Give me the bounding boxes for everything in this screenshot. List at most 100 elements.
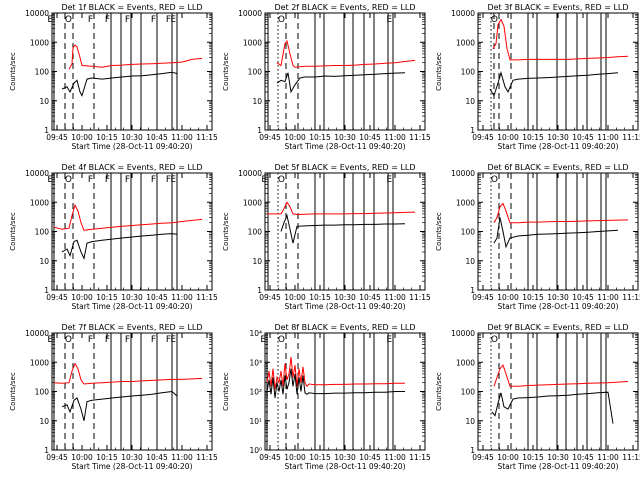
events-rate-line [266,368,405,399]
y-tick-label: 10⁰ [249,446,262,455]
detector-panel-8: Det 8f BLACK = Events, RED = LLD 10⁰ 10¹ 10… [222,323,431,471]
event-marker-label: E [170,175,176,185]
detector-panel-5: Det 5f BLACK = Events, RED = LLD 1 10 100 10… [222,163,431,311]
x-tick-label: 09:45 [259,293,281,302]
y-tick-label: 100 [248,228,263,237]
x-axis-label: Start Time (28-Oct-11 09:40:20) [497,302,618,311]
x-tick-label: 09:45 [46,453,68,462]
event-marker-label: F [151,175,156,185]
event-marker-label: F [88,335,93,345]
panel-title: Det 2f BLACK = Events, RED = LLD [274,3,415,12]
y-tick-label: 1 [257,126,262,135]
y-axis-label: Counts/sec [435,212,443,251]
panel-title: Det 7f BLACK = Events, RED = LLD [61,323,202,332]
x-tick-label: 09:45 [472,453,494,462]
y-tick-label: 100 [461,228,476,237]
event-marker-label: E [47,175,53,185]
x-tick-label: 11:15 [622,293,640,302]
x-tick-label: 11:00 [597,453,619,462]
x-tick-label: 10:45 [146,293,168,302]
events-rate-line [276,72,406,94]
plot-frame [264,12,426,131]
x-tick-label: 09:45 [472,133,494,142]
events-rate-line [493,217,619,249]
event-marker-label: F [166,15,171,25]
y-axis-label: Counts/sec [9,52,17,91]
panel-title: Det 1f BLACK = Events, RED = LLD [61,3,202,12]
y-tick-label: 10 [465,257,475,266]
event-marker-label: F [105,335,110,345]
lld-rate-line [493,202,629,224]
x-tick-label: 10:15 [96,293,118,302]
x-tick-label: 11:00 [171,293,193,302]
y-tick-label: 10000 [238,169,262,178]
panel-title: Det 8f BLACK = Events, RED = LLD [274,323,415,332]
event-marker-label: O [491,175,498,185]
x-tick-label: 11:15 [409,293,431,302]
x-tick-label: 11:00 [171,453,193,462]
y-tick-label: 1 [44,126,49,135]
lld-rate-line [276,39,416,68]
x-tick-label: 10:15 [522,453,544,462]
events-rate-line [280,213,406,244]
event-marker-label: E [47,15,53,25]
y-tick-label: 10000 [25,169,49,178]
event-marker-label: F [88,175,93,185]
events-rate-line [61,233,178,261]
detector-panel-6: Det 6f BLACK = Events, RED = LLD 1 10 100 10… [435,163,640,311]
x-tick-label: 11:15 [409,133,431,142]
y-axis-label: Counts/sec [222,212,230,251]
y-tick-label: 10 [252,97,262,106]
x-tick-label: 10:45 [572,453,594,462]
x-axis-label: Start Time (28-Oct-11 09:40:20) [71,302,192,311]
y-tick-label: 1000 [30,38,49,47]
y-tick-label: 10000 [238,9,262,18]
event-marker-label: O [65,335,72,345]
x-tick-label: 10:15 [522,293,544,302]
event-marker-label: O [278,175,285,185]
detector-panel-3: Det 3f BLACK = Events, RED = LLD 1 10 100 10… [435,3,640,151]
x-tick-label: 11:15 [409,453,431,462]
events-rate-line [61,390,178,421]
x-tick-label: 10:00 [497,133,519,142]
x-axis-label: Start Time (28-Oct-11 09:40:20) [71,142,192,151]
event-marker-label: E [47,335,53,345]
y-tick-label: 1 [470,446,475,455]
y-tick-label: 1000 [243,198,262,207]
y-tick-label: 1000 [30,198,49,207]
event-marker-label: O [278,15,285,25]
y-tick-label: 100 [35,68,50,77]
x-axis-label: Start Time (28-Oct-11 09:40:20) [497,142,618,151]
panel-title: Det 5f BLACK = Events, RED = LLD [274,163,415,172]
y-tick-label: 1 [44,286,49,295]
x-tick-label: 10:45 [146,453,168,462]
events-rate-line [61,71,178,97]
x-tick-label: 11:15 [622,453,640,462]
x-tick-label: 09:45 [472,293,494,302]
y-tick-label: 10 [39,257,49,266]
lld-rate-line [53,362,203,385]
detector-panel-4: Det 4f BLACK = Events, RED = LLD 1 10 100 10… [9,163,218,311]
y-tick-label: 1 [44,446,49,455]
y-axis-label: Counts/sec [9,212,17,251]
x-tick-label: 10:15 [309,133,331,142]
x-tick-label: 10:30 [547,293,569,302]
event-marker-label: O [278,335,285,345]
x-tick-label: 09:45 [259,133,281,142]
x-tick-label: 10:15 [309,293,331,302]
x-tick-label: 10:00 [284,453,306,462]
plot-frame [264,172,426,291]
y-tick-label: 10 [39,417,49,426]
x-tick-label: 10:30 [121,453,143,462]
y-tick-label: 10 [39,97,49,106]
lld-rate-line [267,201,416,216]
plot-frame [477,332,639,451]
event-marker-label: E [386,175,392,185]
x-tick-label: 11:00 [384,133,406,142]
x-tick-label: 09:45 [259,453,281,462]
event-marker-label: F [166,335,171,345]
y-tick-label: 10³ [249,358,262,367]
y-tick-label: 100 [35,388,50,397]
event-marker-label: E [386,15,392,25]
event-marker-label: F [125,335,130,345]
